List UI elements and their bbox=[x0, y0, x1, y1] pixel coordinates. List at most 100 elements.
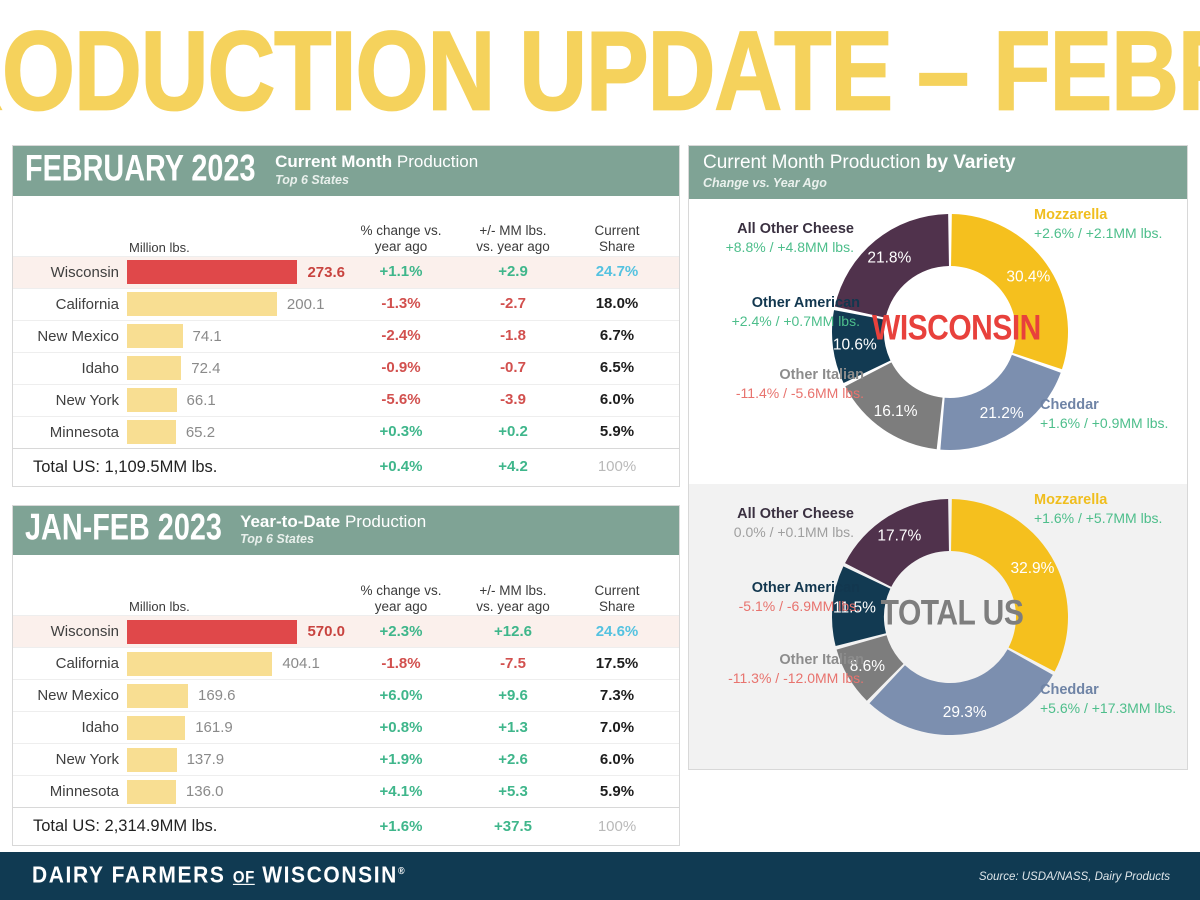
table-title: Year-to-Date Production bbox=[240, 512, 426, 532]
table-title: Current Month Production bbox=[275, 152, 478, 172]
total-pct-change: +1.6% bbox=[379, 817, 423, 835]
col-mm-line2: vs. year ago bbox=[476, 239, 550, 255]
table-body-february: Wisconsin 273.6 +1.1% +2.9 24.7% California 20… bbox=[13, 255, 679, 486]
table-title-light: Production bbox=[396, 152, 479, 171]
cell-value: 74.1 bbox=[192, 327, 222, 345]
cell-bar: 570.0 bbox=[127, 619, 345, 644]
donut-slice-cheddar[interactable] bbox=[940, 354, 1061, 450]
donut-slice-other-italian[interactable] bbox=[845, 362, 943, 450]
cell-value: 169.6 bbox=[197, 687, 236, 705]
donut-annotation-mozzarella: Mozzarella +1.6% / +5.7MM lbs. bbox=[1034, 492, 1162, 527]
donut-annotation-all-other-cheese: All Other Cheese +8.8% / +4.8MM lbs. bbox=[726, 221, 854, 256]
col-bar-header: Million lbs. bbox=[127, 240, 345, 256]
cell-mm-change: -7.5 bbox=[500, 654, 526, 672]
cell-bar: 74.1 bbox=[127, 324, 345, 349]
cell-pct-change: -1.3% bbox=[381, 295, 421, 313]
donut-slice-cheddar[interactable] bbox=[869, 649, 1053, 735]
donut-slice-other-american[interactable] bbox=[832, 309, 891, 383]
cell-mm-change: +5.3 bbox=[498, 782, 528, 800]
cell-state: New Mexico bbox=[37, 327, 119, 345]
cell-value: 200.1 bbox=[286, 295, 325, 313]
cell-share: 24.7% bbox=[595, 263, 639, 281]
cell-mm-change: -0.7 bbox=[500, 359, 526, 377]
table-row: New York 137.9 +1.9% +2.6 6.0% bbox=[13, 743, 679, 775]
cell-state: New York bbox=[55, 391, 119, 409]
cell-share: 6.0% bbox=[599, 391, 635, 409]
annotation-value: 0.0% / +0.1MM lbs. bbox=[733, 523, 854, 540]
total-pct-change: +0.4% bbox=[379, 458, 423, 476]
cell-mm-change: +12.6 bbox=[494, 622, 532, 640]
donut-slice-mozzarella[interactable] bbox=[951, 498, 1068, 672]
bar-glyph bbox=[127, 420, 176, 445]
donut-slice-other-american[interactable] bbox=[832, 566, 891, 646]
total-share: 100% bbox=[597, 458, 637, 476]
variety-panel-header: Current Month Production by Variety Chan… bbox=[689, 146, 1187, 199]
donut-slice-label: 21.2% bbox=[980, 405, 1024, 422]
cell-pct-change: -1.8% bbox=[381, 654, 421, 672]
cell-mm-change: +1.3 bbox=[498, 718, 528, 736]
cell-value: 137.9 bbox=[186, 751, 225, 769]
bar-glyph bbox=[127, 324, 183, 349]
donut-annotation-all-other-cheese: All Other Cheese 0.0% / +0.1MM lbs. bbox=[734, 506, 854, 541]
donut-slice-label: 17.7% bbox=[877, 527, 921, 544]
col-mm-change-header: +/- MM lbs. vs. year ago bbox=[457, 583, 569, 615]
annotation-name: Other American bbox=[751, 579, 860, 596]
donut-slice-mozzarella[interactable] bbox=[951, 213, 1068, 370]
cell-state: Wisconsin bbox=[50, 263, 119, 281]
annotation-value: +2.6% / +2.1MM lbs. bbox=[1034, 224, 1163, 241]
table-row: New York 66.1 -5.6% -3.9 6.0% bbox=[13, 383, 679, 416]
col-pct-change-header: % change vs. year ago bbox=[345, 583, 457, 615]
cell-bar: 137.9 bbox=[127, 747, 345, 772]
col-share-line1: Current bbox=[594, 223, 640, 239]
table-row: New Mexico 74.1 -2.4% -1.8 6.7% bbox=[13, 319, 679, 352]
table-header-february: FEBRUARY 2023 Current Month Production T… bbox=[13, 146, 679, 196]
table-header-jan-feb: JAN-FEB 2023 Year-to-Date Production Top… bbox=[13, 505, 679, 556]
variety-title: Current Month Production by Variety bbox=[703, 152, 1173, 174]
cell-share: 17.5% bbox=[595, 654, 639, 672]
table-period-label: FEBRUARY 2023 bbox=[25, 147, 256, 189]
cell-value: 136.0 bbox=[185, 783, 224, 801]
donut-slice-other-italian[interactable] bbox=[836, 635, 904, 701]
annotation-value: +1.6% / +0.9MM lbs. bbox=[1040, 414, 1169, 431]
cell-pct-change: +6.0% bbox=[379, 686, 423, 704]
brand-logo: DAIRY FARMERS OF WISCONSIN® bbox=[32, 863, 406, 890]
table-title-bold: Year-to-Date bbox=[240, 511, 341, 531]
col-pct-line1: % change vs. bbox=[360, 223, 442, 239]
bar-glyph bbox=[127, 651, 273, 676]
col-mm-change-header: +/- MM lbs. vs. year ago bbox=[457, 223, 569, 255]
cell-value: 65.2 bbox=[185, 423, 216, 441]
bar-glyph bbox=[127, 747, 177, 772]
february-production-panel: FEBRUARY 2023 Current Month Production T… bbox=[12, 145, 680, 487]
cell-share: 7.3% bbox=[599, 686, 635, 704]
donut-slice-all-other-cheese[interactable] bbox=[834, 213, 949, 318]
annotation-name: Other Italian bbox=[779, 651, 864, 668]
cell-value: 66.1 bbox=[186, 391, 216, 409]
donut-annotation-other-american: Other American +2.4% / +0.7MM lbs. bbox=[732, 295, 860, 330]
variety-title-bold: by Variety bbox=[925, 152, 1016, 173]
donut-slice-label: 8.6% bbox=[850, 658, 886, 675]
cell-mm-change: -3.9 bbox=[500, 391, 526, 409]
footer-bar: DAIRY FARMERS OF WISCONSIN® Source: USDA… bbox=[0, 852, 1200, 900]
col-share-line2: Share bbox=[598, 239, 636, 255]
annotation-value: +8.8% / +4.8MM lbs. bbox=[725, 238, 854, 255]
cell-share: 6.7% bbox=[599, 327, 635, 345]
cell-mm-change: +2.6 bbox=[498, 750, 528, 768]
cell-bar: 136.0 bbox=[127, 779, 345, 804]
cell-value: 273.6 bbox=[307, 263, 345, 281]
variety-column: Current Month Production by Variety Chan… bbox=[688, 145, 1188, 770]
bar-glyph bbox=[127, 356, 182, 381]
cell-state: Idaho bbox=[81, 719, 119, 737]
total-mm-change: +37.5 bbox=[494, 817, 532, 835]
cell-share: 7.0% bbox=[599, 718, 635, 736]
donut-slice-all-other-cheese[interactable] bbox=[845, 498, 949, 587]
col-million-lbs-label: Million lbs. bbox=[129, 599, 190, 615]
cell-mm-change: +9.6 bbox=[498, 686, 528, 704]
cell-state: Wisconsin bbox=[50, 623, 119, 641]
donut-center-label: TOTAL US bbox=[880, 593, 1024, 633]
cell-bar: 404.1 bbox=[127, 651, 345, 676]
table-total-row: Total US: 2,314.9MM lbs. +1.6% +37.5 100% bbox=[13, 807, 679, 845]
cell-state: California bbox=[55, 295, 119, 313]
col-pct-line1: % change vs. bbox=[360, 582, 442, 598]
table-column-headers: Million lbs. % change vs. year ago +/- M… bbox=[13, 555, 679, 615]
cell-value: 404.1 bbox=[282, 655, 320, 673]
